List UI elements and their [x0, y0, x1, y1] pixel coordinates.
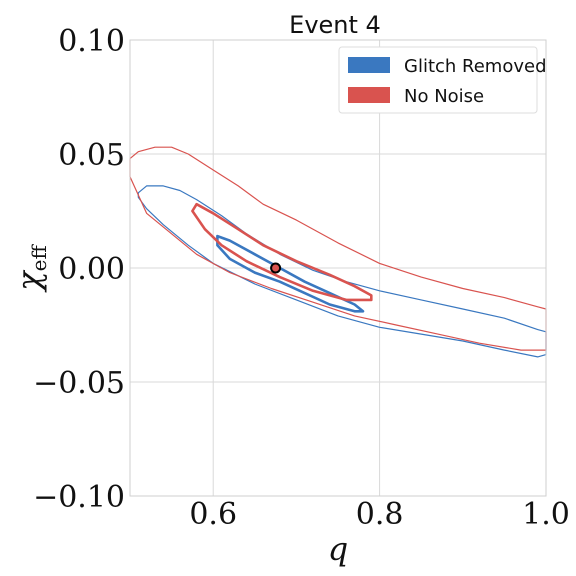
legend: Glitch Removed No Noise	[338, 46, 547, 114]
legend-label-no-noise: No Noise	[404, 86, 484, 107]
y-tick-label-1: −0.05	[33, 366, 125, 401]
y-axis-label: χeff	[10, 243, 51, 292]
y-axis-label-sub: eff	[27, 243, 51, 271]
legend-label-glitch-removed: Glitch Removed	[404, 56, 547, 77]
y-tick-label-2: 0.00	[58, 252, 125, 287]
legend-swatch-no-noise	[348, 87, 390, 103]
y-axis-label-main: χ	[10, 270, 48, 293]
x-ticks: 0.6 0.8 1.0	[189, 497, 570, 532]
svg-text:χeff: χeff	[10, 243, 51, 292]
injection-marker	[270, 262, 282, 274]
x-tick-label-2: 1.0	[522, 497, 570, 532]
plot-frame	[129, 39, 547, 497]
y-tick-label-0: −0.10	[33, 480, 125, 515]
y-tick-label-4: 0.10	[58, 24, 125, 59]
legend-swatch-glitch-removed	[348, 57, 390, 73]
y-ticks: −0.10 −0.05 0.00 0.05 0.10	[33, 24, 125, 515]
x-tick-label-1: 0.8	[356, 497, 404, 532]
contour-no-noise-outer	[129, 146, 547, 351]
marker	[270, 262, 282, 274]
y-tick-label-3: 0.05	[58, 138, 125, 173]
x-tick-label-0: 0.6	[189, 497, 237, 532]
contour-no-noise-inner	[191, 202, 373, 302]
x-axis-label: q	[328, 530, 348, 568]
chart-title: Event 4	[289, 11, 381, 39]
contour-glitch-removed-inner	[216, 234, 365, 313]
